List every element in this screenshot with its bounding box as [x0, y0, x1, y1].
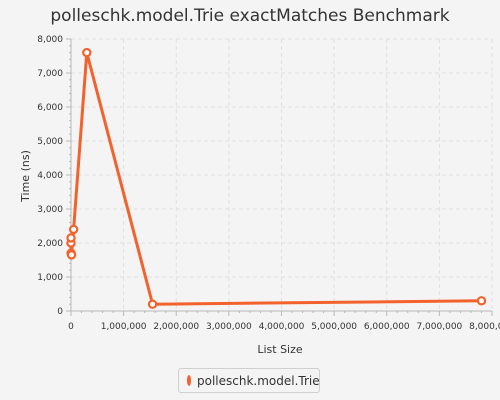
x-tick-label: 2,000,000: [153, 322, 199, 332]
x-axis-ticks: 0 1,000,000 2,000,000 3,000,000 4,000,000 5,0…: [68, 311, 500, 332]
legend: polleschk.model.Trie: [178, 368, 320, 393]
x-tick-label: 1,000,000: [101, 322, 147, 332]
y-axis-ticks: 0 1,000 2,000 3,000 4,000 5,000 6,000 7,000 8,00…: [37, 35, 71, 317]
series: [66, 47, 487, 309]
y-tick-label: 4,000: [37, 171, 63, 181]
x-tick-label: 5,000,000: [311, 322, 357, 332]
y-tick-label: 6,000: [37, 103, 63, 113]
y-tick-label: 7,000: [37, 69, 63, 79]
y-tick-label: 5,000: [37, 137, 63, 147]
data-point: [82, 47, 92, 58]
x-tick-label: 6,000,000: [364, 322, 410, 332]
axes: [67, 39, 492, 315]
series-line: [69, 51, 482, 306]
x-tick-label: 8,000,000: [469, 322, 500, 332]
chart-title: polleschk.model.Trie exactMatches Benchm…: [50, 6, 450, 26]
data-point: [476, 296, 487, 306]
y-tick-label: 8,000: [37, 35, 63, 45]
data-point: [68, 224, 79, 235]
data-point: [66, 250, 77, 260]
x-tick-label: 4,000,000: [259, 322, 305, 332]
legend-marker-icon: [187, 375, 191, 386]
x-axis-label: List Size: [257, 343, 303, 356]
y-tick-label: 3,000: [37, 205, 63, 215]
y-axis-label: Time (ns): [19, 150, 32, 203]
y-tick-label: 2,000: [37, 239, 63, 249]
grid: [71, 38, 493, 311]
legend-entry: polleschk.model.Trie: [197, 373, 320, 388]
y-tick-label: 1,000: [37, 273, 63, 283]
y-tick-label: 0: [57, 307, 63, 317]
data-point: [66, 233, 76, 243]
data-point: [147, 299, 158, 309]
x-tick-label: 0: [68, 322, 74, 332]
x-tick-label: 3,000,000: [206, 322, 252, 332]
x-tick-label: 7,000,000: [416, 322, 462, 332]
